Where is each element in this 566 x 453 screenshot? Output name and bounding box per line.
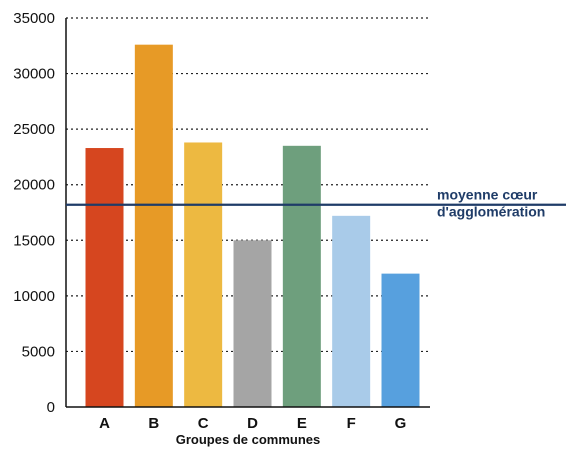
x-tick-label: G (395, 415, 407, 432)
y-tick-label: 20000 (13, 177, 55, 194)
x-axis-title: Groupes de communes (176, 432, 320, 447)
x-tick-label: F (347, 415, 356, 432)
bar-c (184, 142, 223, 408)
bar-d (233, 240, 272, 407)
bar-a (85, 148, 124, 407)
y-tick-labels: 0 5000 10000 15000 20000 25000 30000 35000 (13, 10, 55, 416)
y-tick-label: 10000 (13, 288, 55, 305)
y-tick-label: 0 (47, 399, 55, 416)
bar-g (381, 273, 420, 407)
y-tick-label: 30000 (13, 66, 55, 83)
x-tick-labels: A B C D E F G (99, 415, 406, 432)
x-tick-label: A (99, 415, 110, 432)
y-tick-label: 15000 (13, 232, 55, 249)
bars (85, 44, 420, 408)
reference-line-label: d'agglomération (437, 204, 545, 220)
bar-e (282, 145, 321, 408)
y-tick-label: 5000 (22, 343, 55, 360)
bar-f (332, 215, 371, 407)
axes (65, 18, 430, 408)
x-tick-label: E (297, 415, 307, 432)
y-tick-label: 25000 (13, 121, 55, 138)
x-tick-label: D (247, 415, 258, 432)
bar-b (134, 44, 173, 407)
reference-line-label: moyenne cœur (437, 187, 538, 203)
x-tick-label: C (198, 415, 209, 432)
reference-label-background (432, 187, 564, 202)
x-tick-label: B (148, 415, 159, 432)
y-tick-label: 35000 (13, 10, 55, 27)
